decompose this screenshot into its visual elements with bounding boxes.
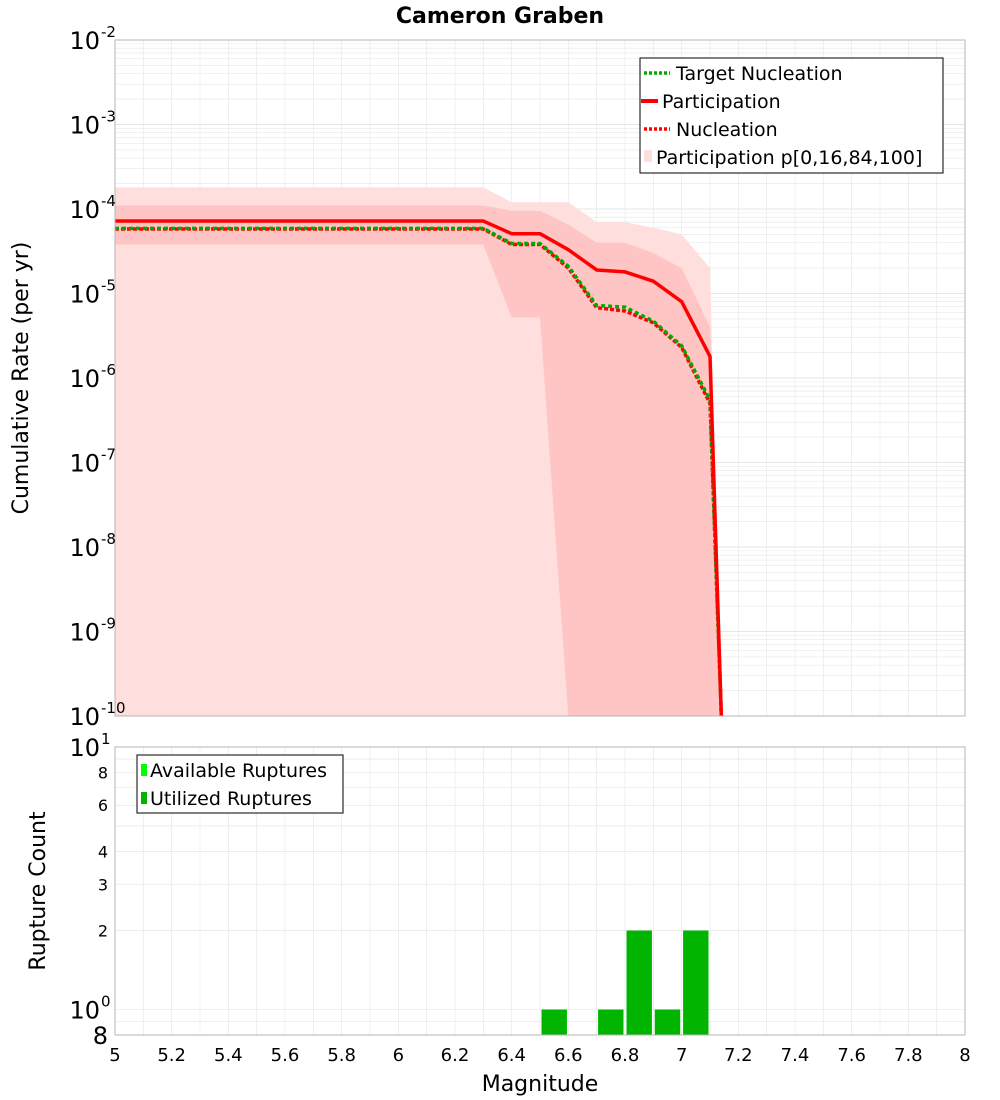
y-tick-base: 10 bbox=[69, 27, 100, 55]
legend-label-target-nucleation: Target Nucleation bbox=[675, 63, 843, 85]
x-tick-label: 7.4 bbox=[781, 1045, 810, 1066]
y-tick-base: 10 bbox=[69, 112, 100, 140]
x-axis-title: Magnitude bbox=[482, 1072, 599, 1097]
y-tick-label: 10 -9 bbox=[69, 615, 116, 647]
x-tick-label: 5.6 bbox=[271, 1045, 300, 1066]
y-tick-base: 10 bbox=[69, 703, 100, 731]
y-tick-label: 10 -3 bbox=[69, 108, 116, 140]
rate-plot-frame bbox=[114, 39, 966, 717]
legend-label-participation: Participation bbox=[662, 91, 781, 113]
y-tick-exponent: -8 bbox=[101, 530, 116, 548]
y-tick-label: 3 bbox=[98, 875, 108, 894]
utilized-bar bbox=[626, 930, 652, 1035]
legend-label-nucleation: Nucleation bbox=[676, 119, 778, 141]
utilized-bar bbox=[598, 1009, 624, 1035]
rate-lines bbox=[115, 219, 724, 717]
x-tick-label: 6.8 bbox=[611, 1045, 640, 1066]
y-tick-exponent: -3 bbox=[101, 108, 116, 126]
x-tick-label: 5.8 bbox=[327, 1045, 356, 1066]
utilized-bar bbox=[683, 930, 709, 1035]
y-tick-label: 4 bbox=[98, 842, 108, 861]
utilized-bar bbox=[541, 1009, 567, 1035]
y-tick-label: 10 -5 bbox=[69, 277, 116, 309]
rupture-y-axis-title: Rupture Count bbox=[26, 811, 51, 971]
legend-swatch-utilized bbox=[141, 792, 147, 804]
y-tick-exponent: -9 bbox=[101, 615, 116, 633]
y-tick-label: 8 bbox=[93, 1022, 108, 1050]
rupture-bars bbox=[541, 930, 709, 1035]
y-tick-base: 10 bbox=[69, 734, 100, 762]
y-tick-exponent: -7 bbox=[101, 446, 116, 464]
y-tick-base: 10 bbox=[69, 365, 100, 393]
x-tick-label: 6.2 bbox=[441, 1045, 470, 1066]
x-tick-label: 5 bbox=[109, 1045, 120, 1066]
target-nucleation-line bbox=[115, 226, 724, 717]
rate-y-axis-title: Cumulative Rate (per yr) bbox=[9, 242, 34, 515]
chart-title: Cameron Graben bbox=[396, 4, 604, 29]
y-tick-base: 10 bbox=[69, 450, 100, 478]
x-tick-label: 8 bbox=[959, 1045, 970, 1066]
participation-band bbox=[115, 187, 722, 717]
y-tick-label: 10 -4 bbox=[69, 192, 116, 224]
y-tick-label: 8 bbox=[98, 763, 108, 782]
rate-legend-box bbox=[639, 57, 944, 174]
y-tick-exponent: 0 bbox=[101, 993, 111, 1011]
y-tick-label: 10 -7 bbox=[69, 446, 116, 478]
x-tick-label: 5.4 bbox=[214, 1045, 243, 1066]
y-tick-base: 10 bbox=[69, 281, 100, 309]
x-tick-label: 6 bbox=[393, 1045, 404, 1066]
y-tick-exponent: 1 bbox=[101, 730, 111, 748]
x-tick-label: 7.6 bbox=[837, 1045, 866, 1066]
legend-swatch-participation-band bbox=[644, 150, 652, 162]
rupture-legend-box bbox=[136, 754, 344, 814]
y-tick-exponent: -4 bbox=[101, 192, 116, 210]
rupture-plot-frame bbox=[114, 746, 966, 1036]
y-tick-base: 10 bbox=[69, 997, 100, 1025]
legend-label-participation-band: Participation p[0,16,84,100] bbox=[656, 147, 922, 169]
legend-label-utilized: Utilized Ruptures bbox=[150, 788, 312, 810]
x-tick-label: 7.2 bbox=[724, 1045, 753, 1066]
x-tick-label: 7 bbox=[676, 1045, 687, 1066]
rupture-legend: Available Ruptures Utilized Ruptures bbox=[136, 754, 344, 814]
y-tick-base: 10 bbox=[69, 619, 100, 647]
y-tick-label: 6 bbox=[98, 796, 108, 815]
y-tick-exponent: -6 bbox=[101, 361, 116, 379]
y-tick-label: 2 bbox=[98, 922, 108, 941]
y-tick-base: 10 bbox=[69, 196, 100, 224]
x-tick-label: 5.2 bbox=[157, 1045, 186, 1066]
x-tick-labels: 5 5.2 5.4 5.6 5.8 6 6.2 6.4 6.6 6.8 7 7.2 7.4 7.6 7.8 8 bbox=[109, 1045, 970, 1066]
legend-label-available: Available Ruptures bbox=[150, 760, 327, 782]
x-tick-label: 6.4 bbox=[497, 1045, 526, 1066]
nucleation-line bbox=[115, 227, 724, 717]
y-tick-label: 10 -6 bbox=[69, 361, 116, 393]
y-tick-exponent: -2 bbox=[101, 23, 116, 41]
rate-legend: Target Nucleation Participation Nucleati… bbox=[639, 57, 944, 174]
x-tick-label: 6.6 bbox=[554, 1045, 583, 1066]
y-tick-base: 10 bbox=[69, 534, 100, 562]
x-tick-label: 7.8 bbox=[894, 1045, 923, 1066]
utilized-bar bbox=[654, 1009, 681, 1035]
band-p16-p84 bbox=[115, 205, 722, 716]
legend-swatch-available bbox=[141, 764, 147, 776]
y-tick-label: 10 0 bbox=[69, 993, 110, 1025]
y-tick-label: 10 1 bbox=[69, 730, 110, 762]
y-tick-label: 10 -2 bbox=[69, 23, 116, 55]
y-tick-label: 10 -8 bbox=[69, 530, 116, 562]
y-tick-exponent: -10 bbox=[101, 699, 126, 717]
y-tick-label: 10 -10 bbox=[69, 699, 125, 731]
participation-line bbox=[115, 219, 724, 717]
y-tick-exponent: -5 bbox=[101, 277, 116, 295]
